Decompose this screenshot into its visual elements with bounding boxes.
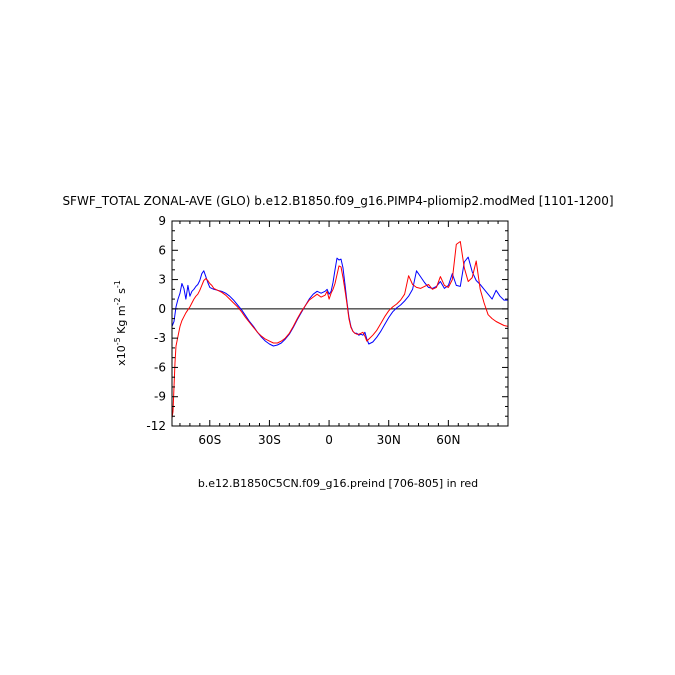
chart-footnote: b.e12.B1850C5CN.f09_g16.preind [706-805]… [198, 477, 478, 490]
y-axis-label-scale: x10 [115, 345, 128, 366]
y-axis-label-unit2: s [115, 288, 128, 294]
y-tick-label: -9 [154, 390, 166, 404]
chart-title: SFWF_TOTAL ZONAL-AVE (GLO) b.e12.B1850.f… [62, 194, 613, 208]
y-axis-label-unit1: Kg m [115, 305, 128, 333]
y-axis-label: x10-5 Kg m-2 s-1 [113, 280, 128, 366]
y-tick-label: -12 [146, 419, 166, 433]
tick-labels-layer: 9 6 3 0 -3 -6 -9 -12 60S 30S 0 30N 60N [146, 214, 460, 447]
y-tick-label: 6 [158, 243, 166, 257]
ticks-layer [172, 220, 509, 427]
y-axis-label-unit1-exp: -2 [113, 297, 122, 305]
series-line-2 [172, 241, 508, 419]
y-tick-label: -3 [154, 331, 166, 345]
y-axis-label-unit2-exp: -1 [113, 280, 122, 288]
y-tick-label: -6 [154, 360, 166, 374]
y-axis-label-scale-exp: -5 [113, 337, 122, 345]
x-tick-label: 30N [377, 433, 401, 447]
x-tick-label: 30S [258, 433, 281, 447]
x-tick-label: 0 [325, 433, 333, 447]
plot-area [171, 220, 509, 427]
series-layer [172, 241, 508, 419]
y-tick-label: 3 [158, 273, 166, 287]
plot-frame [171, 220, 509, 427]
x-tick-label: 60S [198, 433, 221, 447]
y-tick-label: 0 [158, 302, 166, 316]
y-tick-label: 9 [158, 214, 166, 228]
x-tick-label: 60N [436, 433, 460, 447]
